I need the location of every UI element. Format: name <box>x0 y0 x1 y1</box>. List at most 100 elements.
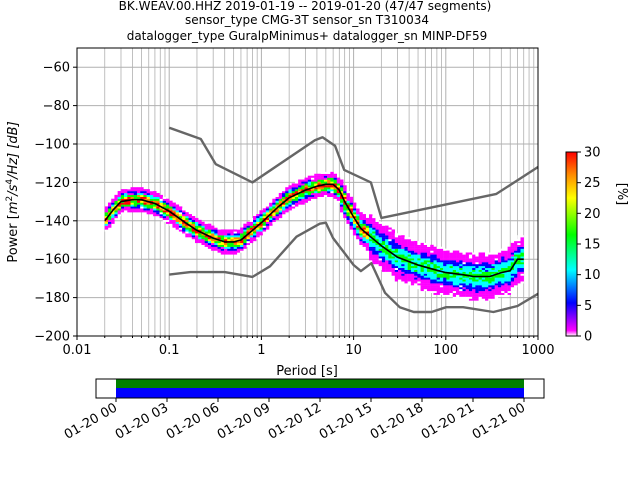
heatmap-cell <box>153 200 157 203</box>
heatmap-cell <box>343 212 347 215</box>
heatmap-cell <box>211 246 215 249</box>
heatmap-cell <box>410 283 415 286</box>
heatmap-cell <box>404 254 408 257</box>
heatmap-cell <box>449 250 454 253</box>
heatmap-cell <box>439 279 444 282</box>
heatmap-cell <box>243 240 247 244</box>
heatmap-cell <box>385 264 389 267</box>
heatmap-cell <box>172 202 176 205</box>
heatmap-cell <box>507 288 512 292</box>
heatmap-cell <box>172 210 176 213</box>
heatmap-cell <box>517 264 521 267</box>
heatmap-cell <box>327 173 331 176</box>
heatmap-cell <box>291 200 296 203</box>
heatmap-cell <box>430 283 434 286</box>
heatmap-cell <box>439 281 444 284</box>
heatmap-cell <box>478 271 483 274</box>
heatmap-cell <box>314 183 318 186</box>
heatmap-cell <box>133 194 138 197</box>
heatmap-cell <box>398 269 402 272</box>
heatmap-cell <box>407 265 412 269</box>
heatmap-cell <box>372 217 376 221</box>
heatmap-cell <box>272 202 276 205</box>
heatmap-cell <box>507 275 512 278</box>
heatmap-cell <box>365 229 370 232</box>
heatmap-cell <box>182 229 186 232</box>
heatmap-cell <box>314 187 318 190</box>
heatmap-cell <box>388 227 392 230</box>
heatmap-cell <box>475 294 479 297</box>
heatmap-cell <box>278 196 283 199</box>
heatmap-cell <box>430 287 434 290</box>
heatmap-cell <box>127 191 131 194</box>
heatmap-cell <box>414 242 418 245</box>
heatmap-cell <box>120 189 125 192</box>
heatmap-cell <box>520 265 524 269</box>
heatmap-cell <box>433 248 437 251</box>
heatmap-cell <box>194 237 199 240</box>
heatmap-cell <box>175 223 180 226</box>
heatmap-cell <box>343 208 347 211</box>
heatmap-cell <box>472 271 476 274</box>
heatmap-cell <box>204 239 209 242</box>
heatmap-cell <box>478 262 483 265</box>
heatmap-cell <box>504 256 508 259</box>
heatmap-cell <box>362 239 367 242</box>
heatmap-cell <box>401 260 405 263</box>
heatmap-cell <box>398 242 402 245</box>
heatmap-cell <box>162 206 167 209</box>
heatmap-cell <box>468 265 473 269</box>
heatmap-cell <box>520 269 524 272</box>
heatmap-cell <box>282 192 286 196</box>
heatmap-cell <box>220 248 225 251</box>
heatmap-cell <box>307 189 312 192</box>
heatmap-cell <box>359 223 363 226</box>
heatmap-cell <box>475 260 479 263</box>
heatmap-cell <box>194 239 199 242</box>
heatmap-cell <box>114 217 118 221</box>
heatmap-cell <box>256 221 260 224</box>
colorbar-label: [%] <box>614 183 629 206</box>
heatmap-cell <box>459 287 463 290</box>
heatmap-cell <box>340 189 344 192</box>
heatmap-cell <box>459 265 463 269</box>
heatmap-cell <box>140 187 144 190</box>
heatmap-cell <box>398 271 402 274</box>
heatmap-cell <box>372 254 376 257</box>
heatmap-cell <box>188 219 192 222</box>
heatmap-cell <box>207 246 212 249</box>
heatmap-cell <box>298 196 302 199</box>
heatmap-cell <box>220 239 225 242</box>
heatmap-cell <box>262 208 267 211</box>
y-tick-label: −140 <box>34 214 70 229</box>
heatmap-cell <box>204 227 209 230</box>
heatmap-cell <box>236 242 241 245</box>
heatmap-cell <box>217 233 221 236</box>
heatmap-cell <box>198 229 202 232</box>
heatmap-cell <box>439 258 444 261</box>
heatmap-cell <box>172 219 176 222</box>
heatmap-cell <box>304 185 308 188</box>
heatmap-cell <box>136 204 141 207</box>
heatmap-cell <box>149 212 154 215</box>
heatmap-cell <box>133 210 138 213</box>
heatmap-cell <box>140 200 144 203</box>
heatmap-cell <box>439 252 444 255</box>
heatmap-cell <box>336 194 341 197</box>
heatmap-cell <box>340 208 344 211</box>
heatmap-cell <box>165 216 170 219</box>
heatmap-cell <box>320 185 325 188</box>
heatmap-cell <box>456 267 460 270</box>
heatmap-cell <box>311 196 315 199</box>
heatmap-cell <box>410 269 415 272</box>
heatmap-cell <box>414 277 418 280</box>
heatmap-cell <box>191 229 196 232</box>
heatmap-cell <box>472 292 476 295</box>
heatmap-cell <box>327 192 331 196</box>
heatmap-cell <box>456 287 460 290</box>
heatmap-cell <box>427 258 431 261</box>
heatmap-cell <box>436 264 441 267</box>
heatmap-cell <box>107 216 112 219</box>
heatmap-cell <box>401 265 405 269</box>
heatmap-cell <box>191 225 196 228</box>
